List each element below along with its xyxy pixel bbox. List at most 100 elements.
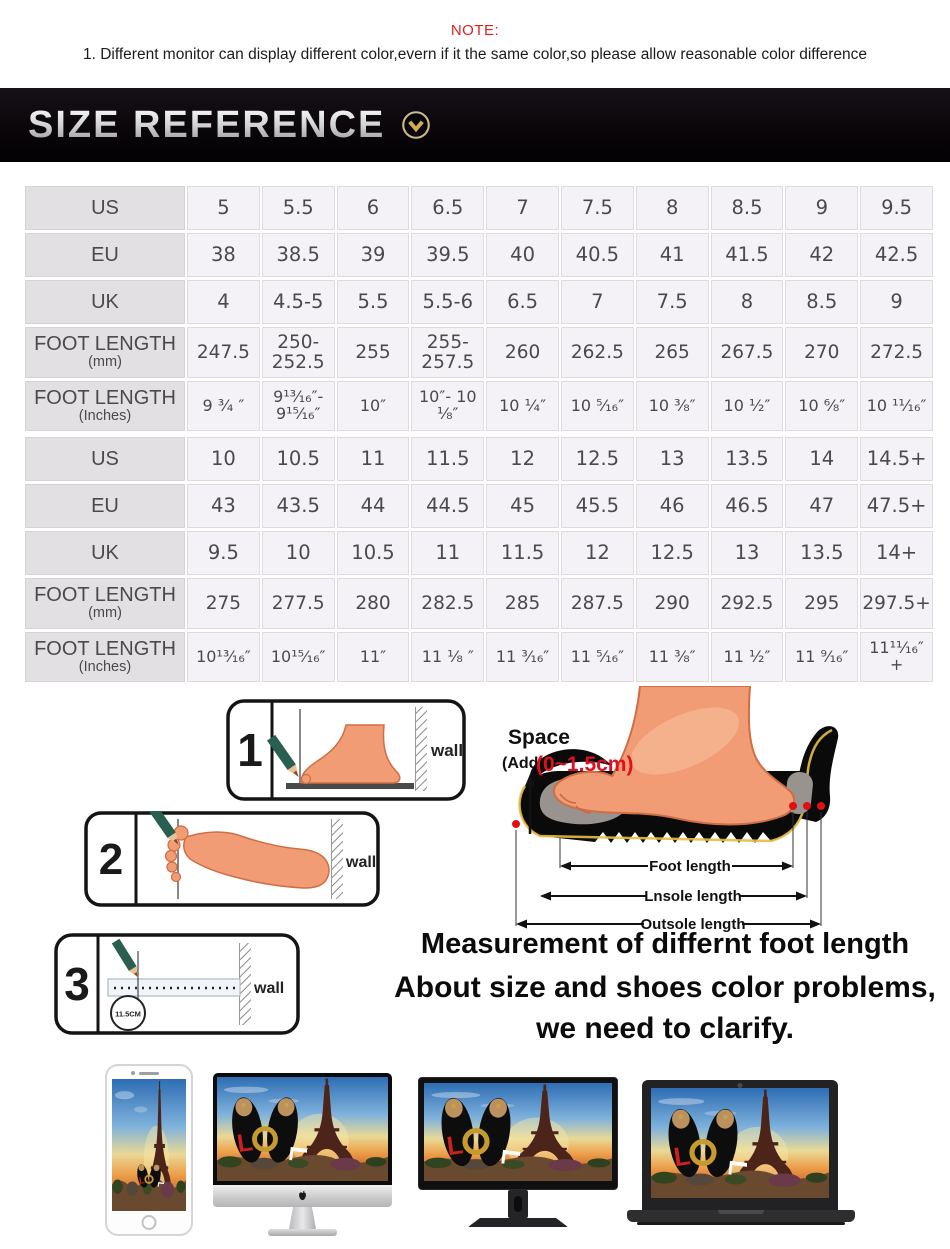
size-cell: 44.5 <box>411 484 485 528</box>
ruler <box>107 978 241 997</box>
size-table-us-5-9: US 5 5.5 6 6.5 7 7.5 8 8.5 9 9.5 EU 38 38.5 39 39.5 40 40… <box>25 186 933 431</box>
size-cell: 250- 252.5 <box>261 327 335 378</box>
size-cell: 10 ¹¹⁄₁₆″ <box>860 381 933 431</box>
caption-block: Measurement of differnt foot length Abou… <box>380 928 950 1046</box>
size-cell: 10.5 <box>336 531 410 575</box>
size-cell: 10″- 10 ¹⁄₈″ <box>411 381 485 431</box>
size-cell: 295 <box>785 578 859 629</box>
wall-hatch <box>416 707 427 791</box>
measure-step-3: 3 11.5CM wall <box>54 933 300 1035</box>
size-cell: 6.5 <box>486 280 559 324</box>
chevron-down-icon <box>401 110 431 140</box>
size-cell: 7 <box>486 186 559 230</box>
size-table-row: UK 9.5 10 10.5 11 11.5 12 12.5 13 13.5 14+ <box>25 531 933 575</box>
size-cell: 10 <box>261 531 335 575</box>
wall-label: wall <box>345 854 376 871</box>
phone-speaker <box>139 1072 159 1075</box>
size-cell: 8.5 <box>710 186 784 230</box>
size-cell: 46 <box>635 484 709 528</box>
size-cell: 10.5 <box>261 437 335 481</box>
row-header: US <box>25 186 185 230</box>
size-cell: 10 ¹⁄₄″ <box>486 381 559 431</box>
measure-step-2: 2 wall <box>84 811 380 907</box>
size-cell: 13 <box>635 437 709 481</box>
row-header: FOOT LENGTH (Inches) <box>25 632 185 682</box>
laptop-camera <box>737 1083 743 1088</box>
size-cell: 11 ³⁄₁₆″ <box>486 632 559 682</box>
phone-home-button <box>141 1215 157 1230</box>
size-table-us-10-14: US 10 10.5 11 11.5 12 12.5 13 13.5 14 14.5+ EU 43 43.… <box>25 437 933 682</box>
size-cell: 280 <box>336 578 410 629</box>
add-label: (Add <box>502 755 538 772</box>
size-cell: 38 <box>187 233 260 277</box>
size-cell: 255 <box>336 327 410 378</box>
size-cell: 8.5 <box>785 280 859 324</box>
foot-side-view <box>300 724 401 784</box>
size-cell: 12 <box>486 437 559 481</box>
size-cell: 13.5 <box>785 531 859 575</box>
size-cell: 270 <box>785 327 859 378</box>
size-cell: 290 <box>635 578 709 629</box>
size-cell: 8 <box>635 186 709 230</box>
step-number: 2 <box>99 835 123 884</box>
size-cell: 6 <box>336 186 410 230</box>
size-cell: 272.5 <box>860 327 933 378</box>
imac-screen-image <box>213 1073 392 1185</box>
row-header: EU <box>25 233 185 277</box>
size-cell: 44 <box>336 484 410 528</box>
laptop-screen-image <box>651 1088 829 1198</box>
imac-desktop <box>213 1073 392 1236</box>
size-cell: 10¹⁵⁄₁₆″ <box>261 632 335 682</box>
outsole-length-dim: Outsole length <box>641 916 746 933</box>
foot-length-diagram: Space (Add (0~1.5cm) Foot length Lnsole … <box>502 686 839 933</box>
size-cell: 41 <box>635 233 709 277</box>
size-cell: 265 <box>635 327 709 378</box>
size-cell: 13 <box>710 531 784 575</box>
size-cell: 45.5 <box>560 484 634 528</box>
size-cell: 12.5 <box>635 531 709 575</box>
size-cell: 5.5-6 <box>411 280 485 324</box>
space-label: Space <box>508 726 570 749</box>
row-header: FOOT LENGTH (Inches) <box>25 381 185 431</box>
row-header: FOOT LENGTH (mm) <box>25 327 185 378</box>
wall-label: wall <box>253 980 284 997</box>
wall-label: wall <box>430 741 463 760</box>
size-cell: 42.5 <box>860 233 933 277</box>
size-cell: 297.5+ <box>860 578 933 629</box>
laptop-lid <box>642 1080 838 1210</box>
wall-hatch <box>240 943 251 1025</box>
space-range-label: (0~1.5cm) <box>536 753 633 776</box>
size-cell: 42 <box>785 233 859 277</box>
size-cell: 11 ⁹⁄₁₆″ <box>785 632 859 682</box>
caption-line: About size and shoes color problems, <box>394 971 936 1004</box>
size-cell: 47.5+ <box>860 484 933 528</box>
size-cell: 12.5 <box>560 437 634 481</box>
monitor-screen-image <box>418 1077 618 1190</box>
size-cell: 285 <box>486 578 559 629</box>
size-cell: 275 <box>187 578 260 629</box>
wall-hatch <box>332 819 343 899</box>
size-cell: 9.5 <box>187 531 260 575</box>
monitor-stand <box>508 1190 528 1218</box>
size-table-row: UK 4 4.5-5 5.5 5.5-6 6.5 7 7.5 8 8.5 9 <box>25 280 933 324</box>
size-cell: 9 ³⁄₄ ″ <box>187 381 260 431</box>
size-table-row: FOOT LENGTH (Inches) 10¹³⁄₁₆″ 10¹⁵⁄₁₆″ 11″ 11… <box>25 632 933 682</box>
size-cell: 11″ <box>336 632 410 682</box>
size-cell: 11 ⁵⁄₁₆″ <box>560 632 634 682</box>
note-text: 1. Different monitor can display differe… <box>82 46 868 63</box>
ruler-measure-label: 11.5CM <box>115 1010 141 1019</box>
size-cell: 11 ¹⁄₈ ″ <box>411 632 485 682</box>
imac-base <box>268 1229 337 1236</box>
size-cell: 260 <box>486 327 559 378</box>
size-table-row: FOOT LENGTH (Inches) 9 ³⁄₄ ″ 9¹³⁄₁₆″- 9¹⁵⁄₁… <box>25 381 933 431</box>
caption-line: Measurement of differnt foot length <box>420 928 910 960</box>
monitor-stand-slot <box>514 1196 522 1212</box>
size-cell: 14.5+ <box>860 437 933 481</box>
row-header: FOOT LENGTH (mm) <box>25 578 185 629</box>
size-cell: 9 <box>785 186 859 230</box>
size-cell: 11 ¹⁄₂″ <box>710 632 784 682</box>
size-cell: 47 <box>785 484 859 528</box>
row-header: UK <box>25 280 185 324</box>
size-cell: 11 <box>336 437 410 481</box>
